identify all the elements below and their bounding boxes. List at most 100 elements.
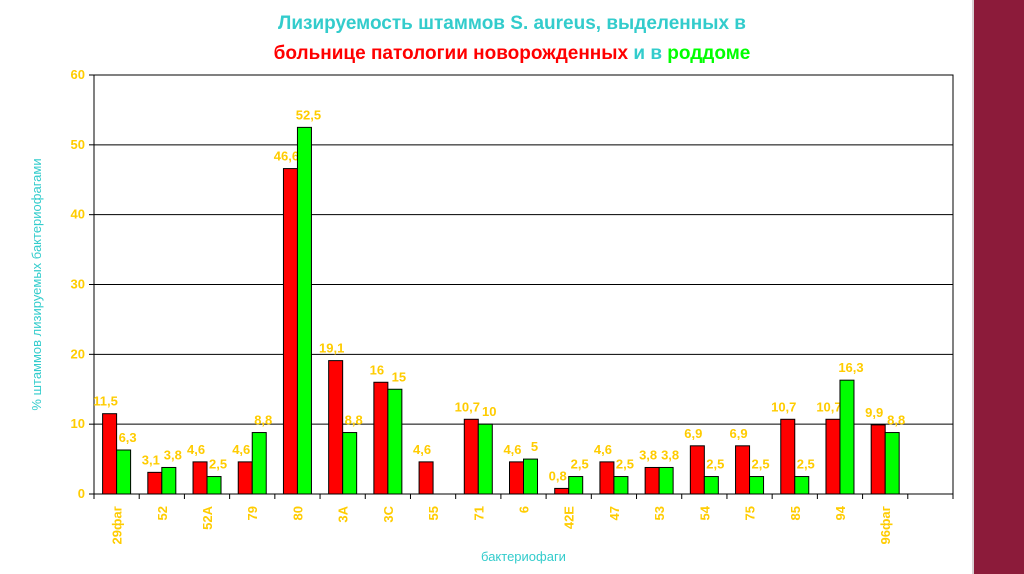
data-label: 3,1 <box>142 452 160 467</box>
x-tick-label: 52 <box>155 506 170 520</box>
data-label: 10 <box>482 404 496 419</box>
bar <box>644 466 660 495</box>
data-label: 4,6 <box>503 442 521 457</box>
x-tick-label: 80 <box>290 506 305 520</box>
data-label: 6,9 <box>684 426 702 441</box>
data-label: 6,3 <box>119 430 137 445</box>
data-label: 3,8 <box>164 447 182 462</box>
x-tick-label: 79 <box>245 506 260 520</box>
title-part-hospital: больнице патологии новорожденных <box>273 43 629 64</box>
bar <box>328 360 344 495</box>
bar <box>418 461 434 495</box>
bar <box>825 418 841 495</box>
x-tick-label: 29фаг <box>110 505 125 544</box>
x-tick-label: 3A <box>336 505 351 522</box>
data-label: 3,8 <box>661 447 679 462</box>
data-label: 16 <box>370 362 384 377</box>
bar <box>192 461 208 495</box>
bar <box>251 432 267 495</box>
y-tick-label: 0 <box>78 486 85 501</box>
y-tick-label: 40 <box>71 207 85 222</box>
bar <box>509 461 524 495</box>
data-label: 2,5 <box>752 457 770 472</box>
bar <box>282 168 298 495</box>
data-label: 19,1 <box>319 341 344 356</box>
x-tick-label: 6 <box>517 506 532 513</box>
data-label: 3,8 <box>639 447 657 462</box>
x-tick-label: 75 <box>743 506 758 520</box>
bar <box>749 476 765 495</box>
bar <box>613 476 629 495</box>
bar <box>839 379 855 495</box>
y-tick-label: 30 <box>71 277 85 292</box>
data-label: 0,8 <box>549 468 567 483</box>
data-label: 10,7 <box>816 399 841 414</box>
bar <box>477 423 493 495</box>
x-tick-label: 3C <box>381 505 396 522</box>
data-label: 2,5 <box>706 457 724 472</box>
bar <box>387 388 403 495</box>
data-label: 4,6 <box>413 442 431 457</box>
data-label: 4,6 <box>594 442 612 457</box>
bar <box>116 449 132 495</box>
bar <box>237 461 253 495</box>
bar <box>658 466 674 495</box>
data-label: 9,9 <box>865 405 883 420</box>
data-label: 8,8 <box>254 413 272 428</box>
x-tick-label: 54 <box>697 505 712 520</box>
bar <box>296 126 312 495</box>
bar <box>463 418 479 495</box>
data-label: 10,7 <box>455 399 480 414</box>
bar <box>703 476 719 495</box>
bar <box>523 458 538 495</box>
data-label: 4,6 <box>187 442 205 457</box>
bar <box>794 476 810 495</box>
data-label: 2,5 <box>797 457 815 472</box>
data-label: 2,5 <box>571 457 589 472</box>
bar <box>554 487 570 495</box>
x-tick-label: 94 <box>833 505 848 520</box>
bar <box>147 471 163 495</box>
data-label: 8,8 <box>345 413 363 428</box>
bar <box>206 476 222 495</box>
slide-edge-line <box>972 0 974 574</box>
data-label: 4,6 <box>232 442 250 457</box>
y-tick-label: 10 <box>71 416 85 431</box>
x-tick-label: 47 <box>607 506 622 520</box>
x-tick-label: 42E <box>562 506 577 529</box>
x-tick-label: 71 <box>471 506 486 520</box>
chart-title-line1: Лизируемость штаммов S. aureus, выделенн… <box>278 13 746 34</box>
bar <box>735 445 751 495</box>
chart-title-line2: больнице патологии новорожденных и в род… <box>0 43 1024 65</box>
y-axis-label: % штаммов лизируемых бактериофагами <box>29 158 44 410</box>
bar <box>780 418 796 495</box>
data-label: 2,5 <box>616 457 634 472</box>
title-part-and: и в <box>628 43 668 64</box>
data-label: 10,7 <box>771 399 796 414</box>
data-label: 11,5 <box>93 394 118 409</box>
decorative-side-band <box>974 0 1024 574</box>
x-tick-label: 85 <box>788 506 803 520</box>
title-part-maternity: роддоме <box>667 43 751 64</box>
bar <box>599 461 615 495</box>
bar <box>870 424 886 495</box>
x-tick-label: 55 <box>426 506 441 520</box>
bar <box>342 432 358 495</box>
bar <box>373 381 389 495</box>
data-label: 46,6 <box>274 149 299 164</box>
bar <box>689 445 705 495</box>
data-label: 8,8 <box>887 413 905 428</box>
bar <box>884 432 900 495</box>
data-label: 5 <box>531 439 538 454</box>
data-label: 15 <box>392 369 406 384</box>
x-tick-label: 52A <box>200 505 215 529</box>
data-label: 52,5 <box>296 107 321 122</box>
y-tick-label: 50 <box>71 137 85 152</box>
y-tick-label: 60 <box>71 67 85 82</box>
x-tick-label: 53 <box>652 506 667 520</box>
data-label: 2,5 <box>209 457 227 472</box>
bar <box>161 466 177 495</box>
bar <box>102 413 118 495</box>
